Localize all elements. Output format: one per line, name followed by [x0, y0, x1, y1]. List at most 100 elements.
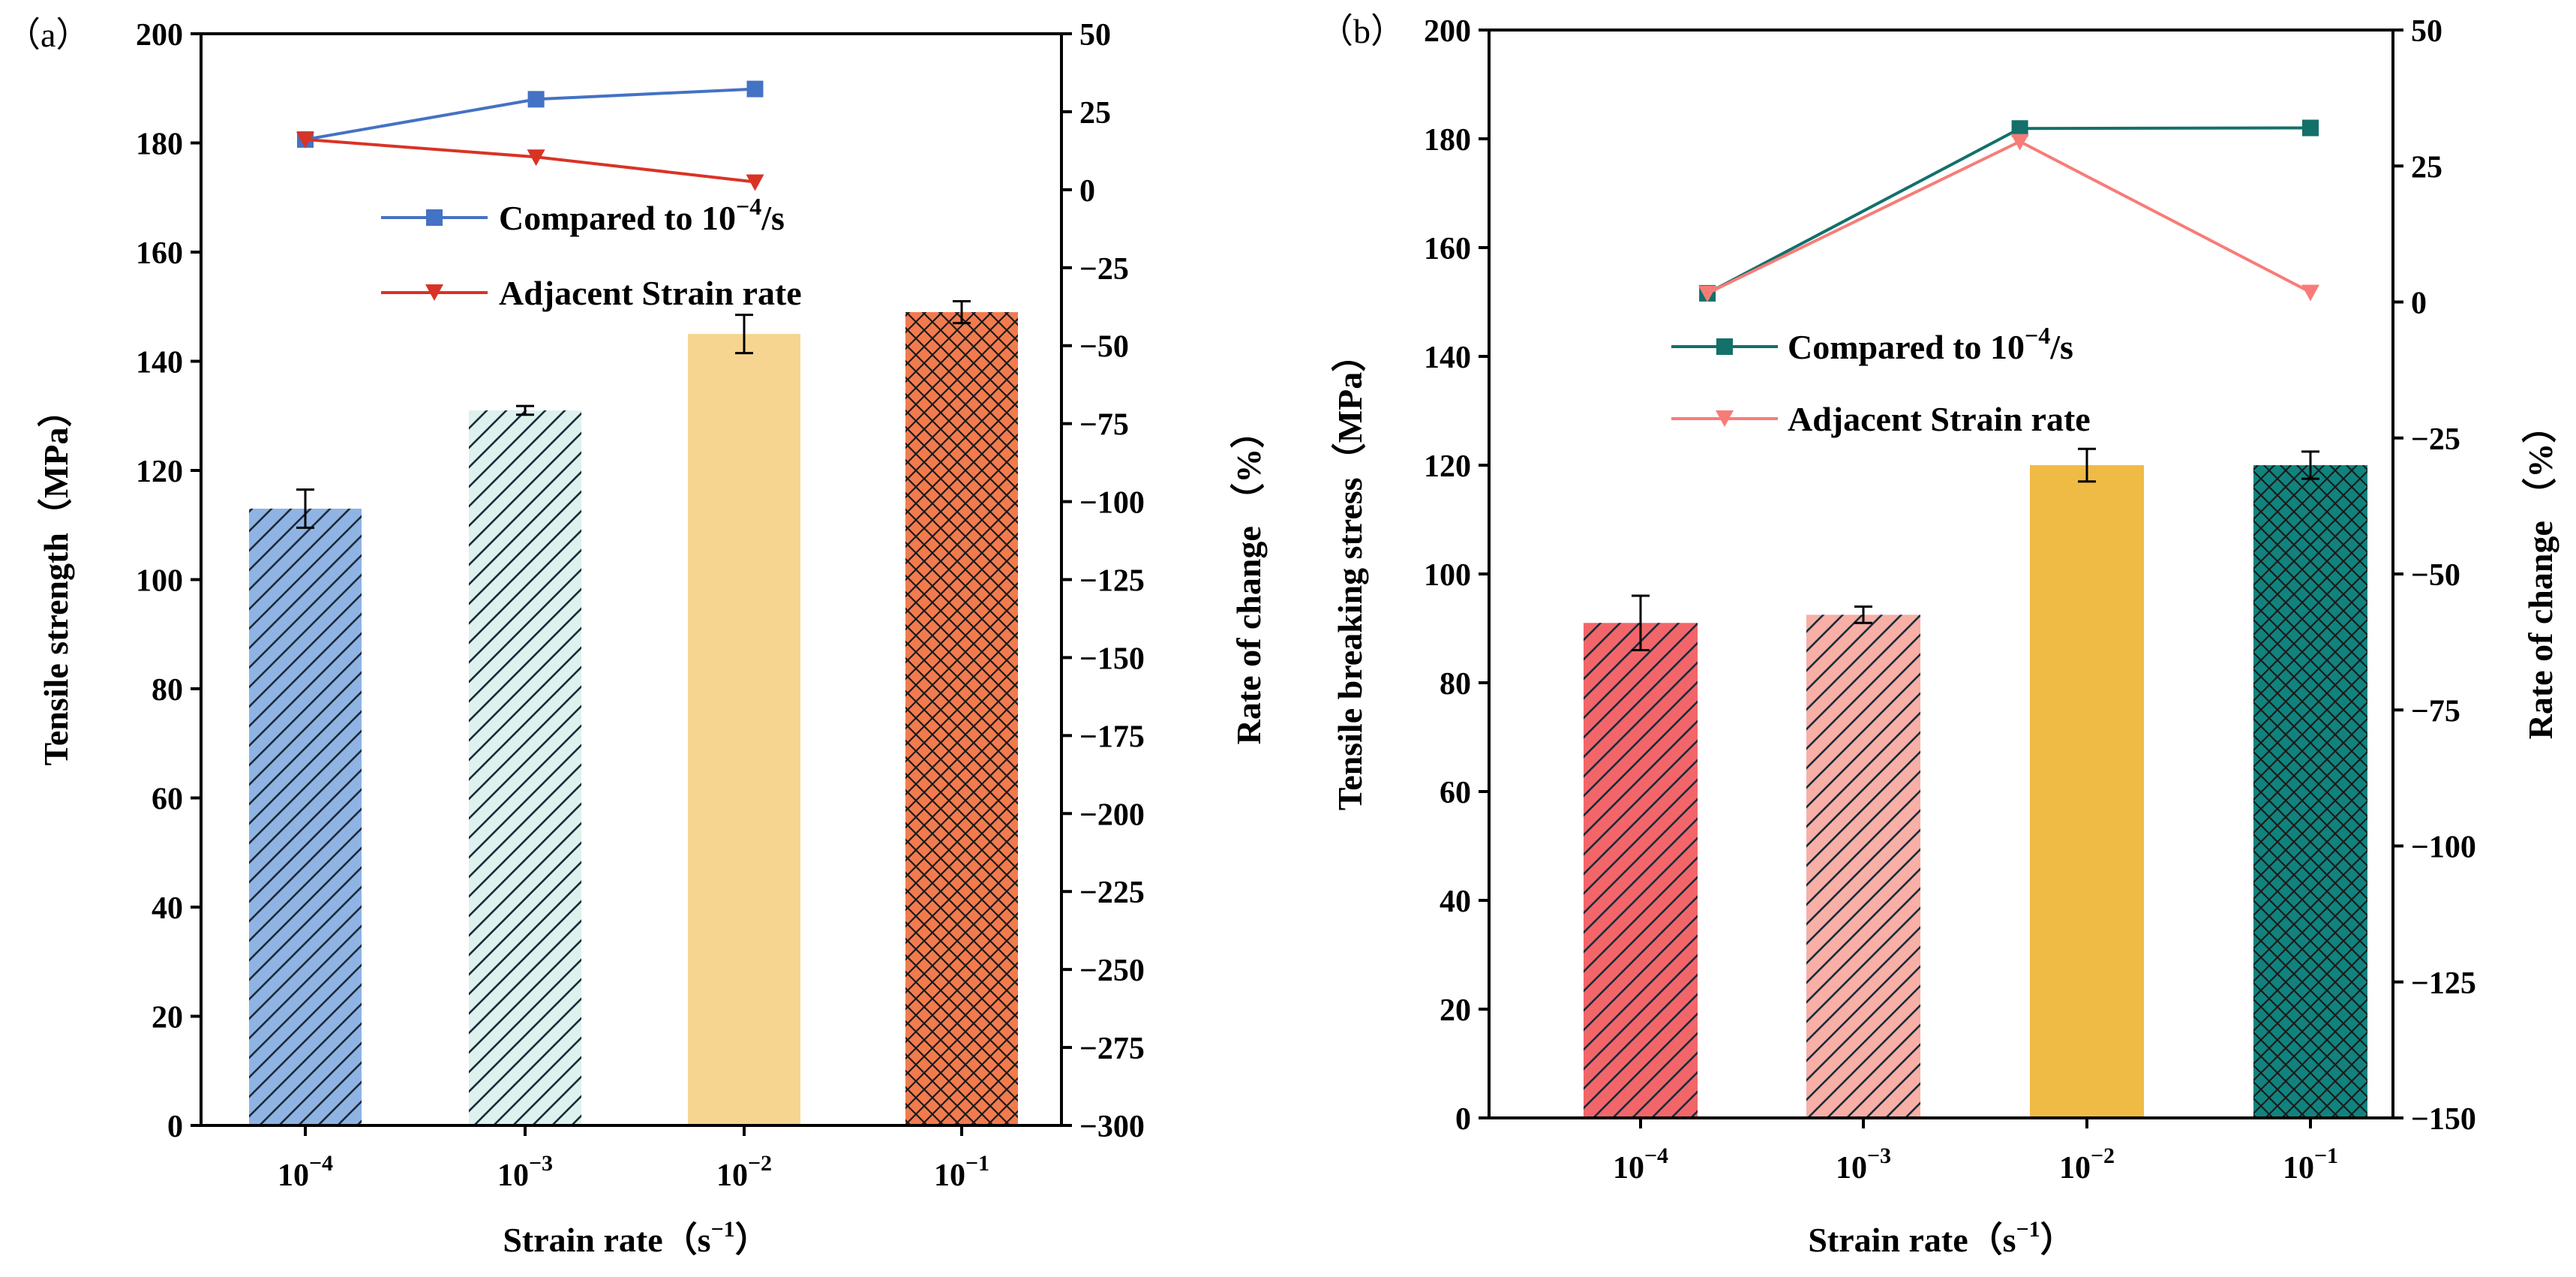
a-bars — [249, 312, 1018, 1125]
a-series-1-point-2 — [527, 91, 545, 108]
a-legend-label-2: Adjacent Strain rate — [499, 274, 802, 312]
b-y-tick-label-7: 140 — [1424, 341, 1471, 375]
b-y-tick-label-3: 60 — [1440, 776, 1471, 810]
a-y2-tick-label-2: −250 — [1079, 954, 1145, 988]
a-x-tick-label-2: 10−3 — [497, 1151, 553, 1193]
a-y2-tick-label-14: 50 — [1079, 18, 1111, 53]
b-y2-axis-title: Rate of change （%） — [2521, 409, 2559, 740]
b-bars — [1584, 465, 2367, 1118]
b-x-tick-label-1: 10−4 — [1613, 1143, 1668, 1185]
b-y-tick-label-0: 0 — [1455, 1102, 1471, 1137]
a-y-tick-label-3: 60 — [152, 783, 183, 817]
a-y2-axis-title: Rate of change （%） — [1229, 414, 1268, 745]
a-legend-marker-2 — [425, 284, 443, 301]
a-series-2-line — [305, 137, 755, 184]
a-y-tick-label-1: 20 — [152, 1001, 183, 1035]
b-series-2-line — [1707, 140, 2311, 295]
b-bar-3 — [2030, 465, 2144, 1118]
b-series-1-line — [1707, 126, 2311, 295]
b-legend-label-2: Adjacent Strain rate — [1788, 400, 2091, 438]
b-series-2-point-2 — [2010, 134, 2029, 151]
a-y2-tick-label-10: −50 — [1079, 330, 1129, 365]
a-y2-tick-label-13: 25 — [1079, 96, 1111, 131]
a-y2-tick-label-8: −100 — [1079, 486, 1145, 521]
a-y2-tick-label-5: −175 — [1079, 720, 1145, 754]
a-legend: Compared to 10−4/s Adjacent Strain rate — [381, 193, 802, 312]
b-legend-marker-2 — [1716, 410, 1734, 427]
b-x-tick-label-2: 10−3 — [1836, 1143, 1891, 1185]
b-series-2-point-1 — [1698, 285, 1717, 302]
b-x-tick-label-3: 10−2 — [2059, 1143, 2115, 1185]
a-y2-tick-label-11: −25 — [1079, 252, 1129, 287]
b-legend-label-1: Compared to 10−4/s — [1788, 322, 2073, 366]
a-y2-tick-label-1: −275 — [1079, 1032, 1145, 1066]
a-y-tick-label-8: 160 — [136, 236, 183, 271]
b-y2-tick-label-4: −50 — [2411, 558, 2460, 593]
a-series-1-point-3 — [746, 80, 764, 98]
b-series-1-point-3 — [2302, 119, 2319, 137]
b-bar-pattern-2 — [1806, 614, 1920, 1118]
a-line-series — [296, 80, 764, 191]
a-y-tick-label-4: 80 — [152, 673, 183, 708]
a-y-tick-label-5: 100 — [136, 564, 183, 599]
b-y-axis-title: Tensile breaking stress（MPa） — [1331, 338, 1369, 810]
b-panel-label: （b） — [1319, 12, 1405, 50]
a-x-tick-label-3: 10−2 — [716, 1151, 772, 1193]
a-series-2-point-1 — [296, 131, 314, 149]
a-y2-tick-label-4: −200 — [1079, 798, 1145, 832]
b-y2-tick-label-3: −75 — [2411, 694, 2460, 729]
b-y2-tick-label-6: 0 — [2411, 287, 2427, 321]
b-y2-tick-label-1: −125 — [2411, 966, 2476, 1001]
b-x-tick-label-4: 10−1 — [2283, 1143, 2338, 1185]
b-y-tick-label-10: 200 — [1424, 14, 1471, 49]
b-legend: Compared to 10−4/s Adjacent Strain rate — [1671, 322, 2091, 438]
a-y-axis-title: Tensile strength（MPa） — [37, 392, 75, 765]
a-y2-tick-label-6: −150 — [1079, 642, 1145, 676]
b-y-tick-label-8: 160 — [1424, 232, 1471, 266]
b-line-series — [1698, 119, 2319, 302]
b-bar-pattern-4 — [2253, 465, 2367, 1118]
b-bar-pattern-1 — [1584, 623, 1698, 1118]
b-y2-tick-label-8: 50 — [2411, 14, 2442, 49]
a-y2-tick-label-12: 0 — [1079, 174, 1095, 209]
b-series-2-point-3 — [2301, 284, 2319, 302]
a-series-2-point-3 — [746, 174, 764, 191]
b-axis-ticks: 10−4 10−3 10−2 10−1 0 20 40 60 80 100 120 140 160 180… — [1424, 14, 2476, 1185]
a-error-bars — [296, 299, 971, 529]
a-y-tick-label-7: 140 — [136, 346, 183, 380]
b-y-tick-label-9: 180 — [1424, 123, 1471, 158]
a-bar-pattern-2 — [469, 410, 581, 1125]
a-bar-pattern-4 — [905, 312, 1018, 1125]
b-y-tick-label-4: 80 — [1440, 667, 1471, 702]
panel-a: 10−4 10−3 10−2 10−1 0 20 40 60 80 100 120 140 160 180… — [6, 16, 1268, 1259]
b-y-tick-label-1: 20 — [1440, 993, 1471, 1028]
b-y2-tick-label-5: −25 — [2411, 422, 2460, 457]
a-panel-label: （a） — [6, 16, 90, 54]
a-y2-tick-label-7: −125 — [1079, 564, 1145, 599]
a-y-tick-label-2: 40 — [152, 891, 183, 926]
a-bar-pattern-1 — [249, 508, 362, 1125]
a-legend-marker-1 — [426, 209, 443, 226]
panel-b: 10−4 10−3 10−2 10−1 0 20 40 60 80 100 120 140 160 180… — [1319, 12, 2559, 1259]
a-y2-tick-label-0: −300 — [1079, 1110, 1145, 1144]
a-x-axis-title: Strain rate（s−1） — [503, 1217, 769, 1259]
b-y2-tick-label-7: 25 — [2411, 150, 2442, 185]
b-y2-tick-label-2: −100 — [2411, 831, 2476, 865]
b-x-axis-title: Strain rate（s−1） — [1808, 1217, 2074, 1259]
a-y-tick-label-10: 200 — [136, 18, 183, 53]
a-legend-label-1: Compared to 10−4/s — [499, 193, 785, 237]
a-y2-tick-label-9: −75 — [1079, 408, 1129, 443]
b-y-tick-label-5: 100 — [1424, 558, 1471, 593]
b-legend-marker-1 — [1716, 338, 1733, 355]
a-x-tick-label-4: 10−1 — [934, 1151, 989, 1193]
a-y-tick-label-6: 120 — [136, 455, 183, 489]
a-x-tick-label-1: 10−4 — [278, 1151, 333, 1193]
b-y2-tick-label-0: −150 — [2411, 1102, 2476, 1137]
a-bar-3 — [688, 334, 800, 1125]
a-y-tick-label-0: 0 — [167, 1110, 183, 1144]
a-series-2-point-2 — [527, 149, 545, 167]
b-y-tick-label-6: 120 — [1424, 449, 1471, 484]
b-error-bars — [1632, 447, 2319, 651]
b-y-tick-label-2: 40 — [1440, 885, 1471, 919]
